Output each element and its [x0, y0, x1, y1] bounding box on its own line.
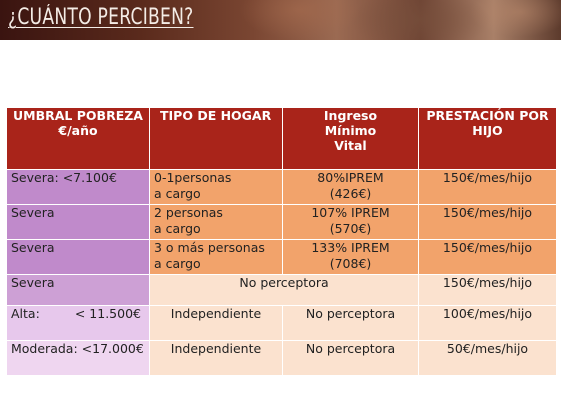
umbral-cell: Moderada: <17.000€	[6, 340, 150, 376]
table-header-row: UMBRAL POBREZA €/año TIPO DE HOGAR Ingre…	[6, 107, 557, 170]
table-row: Severa No perceptora 150€/mes/hijo	[6, 274, 557, 306]
prestacion-cell: 150€/mes/hijo	[418, 239, 557, 275]
header-ingreso-minimo-vital: Ingreso Mínimo Vital	[282, 107, 419, 170]
umbral-cell: Severa: <7.100€	[6, 169, 150, 205]
hogar-cell: 2 personas a cargo	[149, 204, 283, 240]
poverty-benefits-table: UMBRAL POBREZA €/año TIPO DE HOGAR Ingre…	[6, 107, 557, 376]
merged-hogar-imv-cell: No perceptora	[149, 274, 419, 306]
prestacion-cell: 100€/mes/hijo	[418, 305, 557, 341]
imv-cell: 107% IPREM (570€)	[282, 204, 419, 240]
umbral-cell: Severa	[6, 204, 150, 240]
table-row: Severa 2 personas a cargo 107% IPREM (57…	[6, 204, 557, 240]
table-row: Severa 3 o más personas a cargo 133% IPR…	[6, 239, 557, 275]
table-row: Alta: < 11.500€ Independiente No percept…	[6, 305, 557, 341]
hogar-cell: 3 o más personas a cargo	[149, 239, 283, 275]
header-prestacion-hijo: PRESTACIÓN POR HIJO	[418, 107, 557, 170]
table-row: Moderada: <17.000€ Independiente No perc…	[6, 340, 557, 376]
umbral-cell: Severa	[6, 274, 150, 306]
prestacion-cell: 150€/mes/hijo	[418, 169, 557, 205]
umbral-cell: Severa	[6, 239, 150, 275]
page-title: ¿CUÁNTO PERCIBEN?	[8, 5, 194, 30]
imv-cell: No perceptora	[282, 305, 419, 341]
hogar-cell: Independiente	[149, 340, 283, 376]
imv-cell: 80%IPREM (426€)	[282, 169, 419, 205]
prestacion-cell: 50€/mes/hijo	[418, 340, 557, 376]
imv-cell: 133% IPREM (708€)	[282, 239, 419, 275]
table-row: Severa: <7.100€ 0-1personas a cargo 80%I…	[6, 169, 557, 205]
umbral-cell: Alta: < 11.500€	[6, 305, 150, 341]
header-umbral: UMBRAL POBREZA €/año	[6, 107, 150, 170]
hogar-cell: Independiente	[149, 305, 283, 341]
title-banner: ¿CUÁNTO PERCIBEN?	[0, 0, 561, 40]
header-tipo-hogar: TIPO DE HOGAR	[149, 107, 283, 170]
hogar-cell: 0-1personas a cargo	[149, 169, 283, 205]
imv-cell: No perceptora	[282, 340, 419, 376]
prestacion-cell: 150€/mes/hijo	[418, 204, 557, 240]
prestacion-cell: 150€/mes/hijo	[418, 274, 557, 306]
